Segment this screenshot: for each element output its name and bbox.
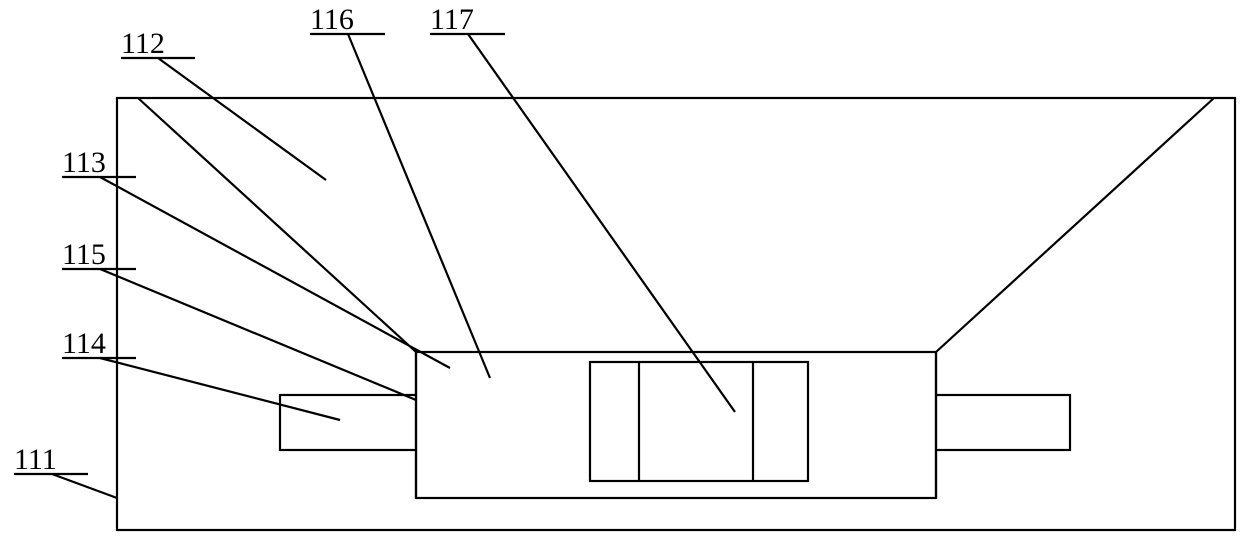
leader-line-111	[52, 474, 117, 498]
roller-rect	[590, 362, 808, 481]
label-114: 114	[62, 327, 106, 360]
label-113: 113	[62, 146, 106, 179]
label-115: 115	[62, 238, 106, 271]
label-111: 111	[14, 443, 57, 476]
label-117: 117	[430, 3, 474, 36]
diagram-shapes	[117, 98, 1235, 530]
label-112: 112	[121, 27, 165, 60]
label-116: 116	[310, 3, 354, 36]
